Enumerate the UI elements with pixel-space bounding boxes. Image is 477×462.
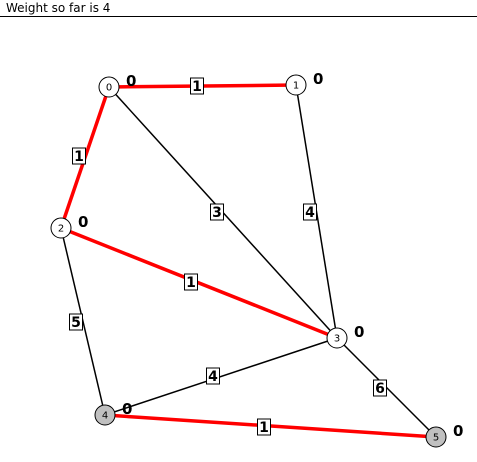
node-circle[interactable]	[285, 74, 307, 96]
status-bar: Weight so far is 4	[0, 0, 477, 17]
node-distance-label: 0	[453, 422, 463, 440]
edge-weight-4-5: 1	[257, 418, 271, 436]
node-circle[interactable]	[98, 76, 120, 98]
edge-weight-box	[210, 203, 224, 221]
node-id-label: 5	[433, 433, 439, 444]
edge-weight-box	[257, 418, 271, 436]
edge-weight-3-4: 4	[206, 367, 220, 385]
edge-weight-0-1: 1	[190, 77, 204, 95]
edge-weight-2-3: 1	[184, 273, 198, 291]
edge-weight-box	[206, 367, 220, 385]
edge-weight-box	[184, 273, 198, 291]
edge-weight-0-2: 1	[72, 147, 86, 165]
node-id-label: 1	[293, 81, 299, 92]
edge-weight-box	[190, 77, 204, 95]
edge-weight-text: 1	[186, 275, 196, 291]
edge-weight-1-3: 4	[303, 203, 317, 221]
node-circle[interactable]	[50, 217, 72, 239]
edge-weight-text: 1	[259, 420, 269, 436]
edge-2-3[interactable]	[60, 226, 338, 340]
edge-weight-3-5: 6	[373, 379, 387, 397]
edge-weight-0-3: 3	[210, 203, 224, 221]
edge-weight-box	[69, 313, 83, 331]
node-distance-label: 0	[126, 72, 136, 90]
node-id-label: 3	[334, 334, 340, 345]
edge-weight-text: 4	[305, 205, 315, 221]
nodes-layer: 0 0 1 02 03 04 05 0	[50, 70, 463, 448]
node-id-label: 2	[58, 224, 64, 235]
edge-weights-layer: 1 1 3 4 1 5 4 6 1	[69, 77, 387, 436]
edge-weight-text: 4	[208, 369, 218, 385]
edge-weight-box	[373, 379, 387, 397]
node-distance-label: 0	[313, 70, 323, 88]
edge-weight-text: 3	[212, 205, 222, 221]
edge-weight-text: 6	[375, 381, 385, 397]
edge-weight-text: 5	[71, 315, 81, 331]
node-distance-label: 0	[122, 400, 132, 418]
edge-weight-text: 1	[192, 79, 202, 95]
edge-weight-2-4: 5	[69, 313, 83, 331]
node-distance-label: 0	[354, 323, 364, 341]
node-distance-label: 0	[78, 213, 88, 231]
node-circle[interactable]	[94, 404, 116, 426]
edge-weight-text: 1	[74, 149, 84, 165]
edge-weight-box	[303, 203, 317, 221]
edge-weight-box	[72, 147, 86, 165]
node-id-label: 0	[106, 83, 112, 94]
node-circle[interactable]	[326, 327, 348, 349]
status-text: Weight so far is 4	[6, 1, 111, 15]
node-id-label: 4	[102, 411, 108, 422]
node-circle[interactable]	[425, 426, 447, 448]
edge-3-4[interactable]	[104, 337, 338, 416]
